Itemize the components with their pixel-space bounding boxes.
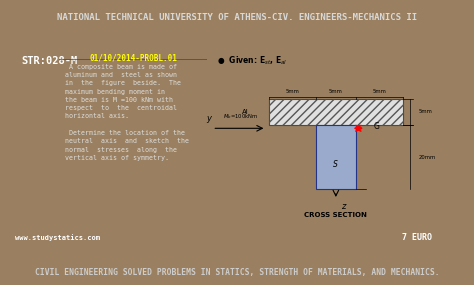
Bar — [269, 99, 403, 125]
Text: z: z — [341, 202, 346, 211]
Text: 5mm: 5mm — [373, 89, 386, 94]
Text: Al: Al — [242, 109, 249, 115]
Text: 01/10/2014-PROBL.01: 01/10/2014-PROBL.01 — [89, 53, 177, 62]
Text: y: y — [206, 114, 211, 123]
Bar — [316, 125, 356, 189]
Text: 5mm: 5mm — [285, 89, 300, 94]
Text: Determine the location of the
neutral  axis  and  sketch  the
normal  stresses  : Determine the location of the neutral ax… — [65, 130, 189, 161]
Text: 20mm: 20mm — [418, 154, 436, 160]
Text: G: G — [374, 122, 380, 131]
Bar — [269, 99, 403, 125]
Text: ●  Given: E$_{st}$, E$_{al}$: ● Given: E$_{st}$, E$_{al}$ — [218, 54, 288, 67]
Text: S: S — [333, 160, 338, 169]
Text: CIVIL ENGINEERING SOLVED PROBLEMS IN STATICS, STRENGTH OF MATERIALS, AND MECHANI: CIVIL ENGINEERING SOLVED PROBLEMS IN STA… — [35, 268, 439, 277]
Text: NATIONAL TECHNICAL UNIVERSITY OF ATHENS-CIV. ENGINEERS-MECHANICS II: NATIONAL TECHNICAL UNIVERSITY OF ATHENS-… — [57, 13, 417, 22]
Text: STR:028-M: STR:028-M — [21, 56, 78, 66]
Text: 5mm: 5mm — [418, 109, 432, 115]
Text: $M_b$=100kNm: $M_b$=100kNm — [223, 112, 258, 121]
Text: A composite beam is made of
aluminum and  steel as shown
in  the  figure  beside: A composite beam is made of aluminum and… — [65, 64, 181, 119]
Text: 7 EURO: 7 EURO — [402, 233, 432, 243]
Text: www.studystatics.com: www.studystatics.com — [15, 235, 100, 241]
Text: CROSS SECTION: CROSS SECTION — [304, 212, 367, 218]
Text: 5mm: 5mm — [329, 89, 343, 94]
